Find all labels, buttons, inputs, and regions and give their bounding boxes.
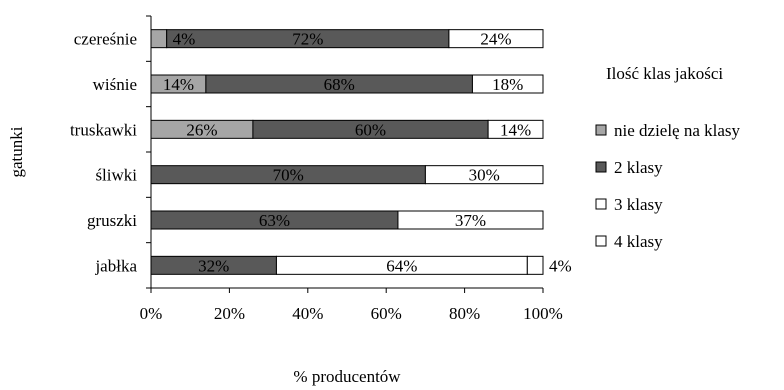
legend-item-label: 4 klasy xyxy=(614,232,663,251)
data-label: 60% xyxy=(355,120,386,139)
x-tick-label: 20% xyxy=(214,304,245,323)
legend-swatch xyxy=(595,235,607,247)
data-label: 37% xyxy=(455,211,486,230)
data-label: 70% xyxy=(273,166,304,185)
category-label: czereśnie xyxy=(74,30,137,49)
data-label: 18% xyxy=(492,75,523,94)
bar-segment xyxy=(471,74,544,94)
legend-swatch xyxy=(595,198,607,210)
x-tick-label: 100% xyxy=(523,304,563,323)
data-label: 4% xyxy=(549,256,572,275)
labels-layer: czereśnie 4% 72% 24% wiśnie 14% 68% 18% truskawk… xyxy=(70,30,572,276)
legend-swatch xyxy=(595,161,607,173)
bar-segment xyxy=(397,210,544,230)
data-label: 14% xyxy=(500,120,531,139)
axes-layer xyxy=(150,16,543,289)
bar-segment xyxy=(150,29,168,49)
x-tick-label: 80% xyxy=(449,304,480,323)
legend-title: Ilość klas jakości xyxy=(606,64,723,83)
category-label: jabłka xyxy=(94,256,137,275)
legend-item-label: nie dzielę na klasy xyxy=(614,121,741,140)
bars-layer xyxy=(150,29,544,275)
legend-swatch xyxy=(595,124,607,136)
category-label: gruszki xyxy=(87,211,137,230)
data-label: 24% xyxy=(480,30,511,49)
data-label: 4% xyxy=(173,30,196,49)
x-axis-title: % producentów xyxy=(293,367,401,386)
legend-item-label: 2 klasy xyxy=(614,158,663,177)
bar-segment xyxy=(448,29,544,49)
data-label: 26% xyxy=(186,120,217,139)
legend-item-label: 3 klasy xyxy=(614,195,663,214)
y-axis-title: gatunki xyxy=(7,126,26,177)
legend: Ilość klas jakości nie dzielę na klasy 2 … xyxy=(595,64,741,251)
data-label: 14% xyxy=(163,75,194,94)
x-tick-label: 60% xyxy=(371,304,402,323)
bar-segment xyxy=(487,119,544,139)
ticks-layer: 0% 20% 40% 60% 80% 100% xyxy=(140,15,563,323)
data-label: 64% xyxy=(386,256,417,275)
category-label: truskawki xyxy=(70,120,137,139)
data-label: 72% xyxy=(292,30,323,49)
category-label: śliwki xyxy=(95,166,137,185)
bar-segment xyxy=(424,165,544,185)
category-label: wiśnie xyxy=(93,75,137,94)
x-tick-label: 40% xyxy=(292,304,323,323)
data-label: 32% xyxy=(198,256,229,275)
data-label: 30% xyxy=(469,166,500,185)
x-tick-label: 0% xyxy=(140,304,163,323)
data-label: 68% xyxy=(324,75,355,94)
bar-segment xyxy=(526,255,544,275)
data-label: 63% xyxy=(259,211,290,230)
